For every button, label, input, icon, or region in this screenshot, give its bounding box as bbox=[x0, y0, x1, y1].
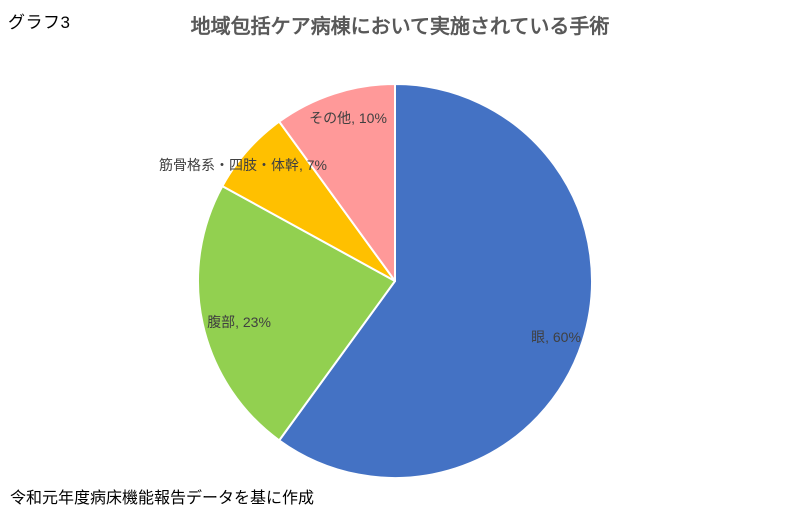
graph-number-label: グラフ3 bbox=[8, 13, 71, 32]
pie-slice-label-4: その他, 10% bbox=[309, 110, 387, 126]
chart-title: 地域包括ケア病棟において実施されている手術 bbox=[190, 16, 610, 38]
pie-slice-2 bbox=[197, 185, 396, 442]
pie-slice-label-2: 腹部, 23% bbox=[207, 314, 271, 330]
pie-slice-1 bbox=[278, 83, 593, 479]
pie-slice-label-3: 筋骨格系・四肢・体幹, 7% bbox=[159, 157, 327, 173]
source-note: 令和元年度病床機能報告データを基に作成 bbox=[10, 490, 315, 507]
pie-slice-label-1: 眼, 60% bbox=[531, 329, 581, 345]
pie-slice-4 bbox=[278, 83, 396, 282]
